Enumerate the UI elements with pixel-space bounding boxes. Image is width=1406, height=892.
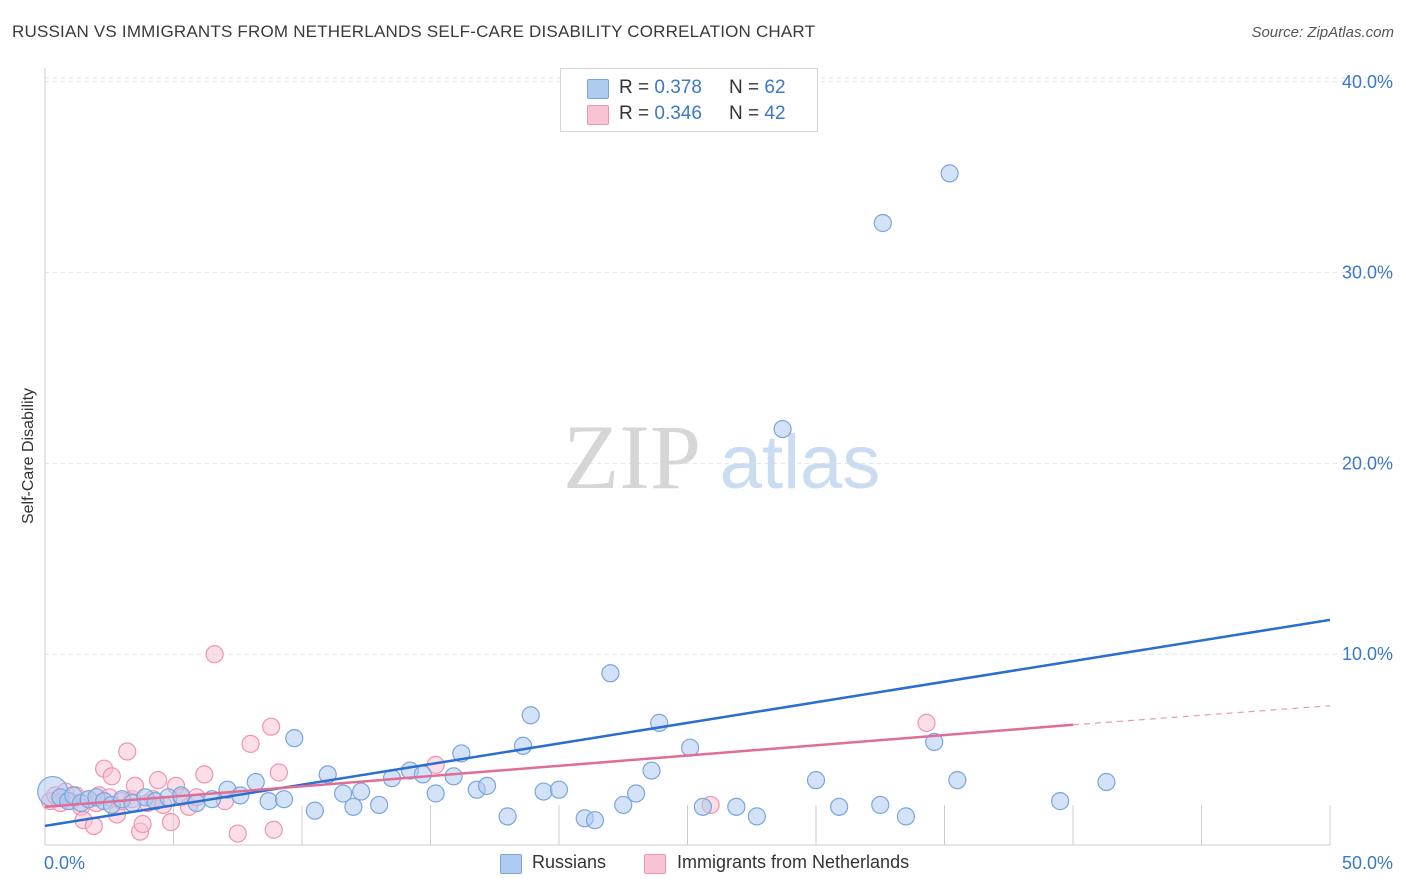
y-tick-label: 40.0% [1342,72,1393,92]
russians-point [334,784,353,803]
bottom-legend-netherlands: Immigrants from Netherlands [644,852,964,876]
russians-point [806,771,826,790]
netherlands-legend-label: Immigrants from Netherlands [677,852,910,872]
netherlands-swatch [587,105,609,125]
russians-legend-swatch [500,854,522,874]
russians-point [259,792,278,811]
watermark-zip: ZIP [563,406,701,508]
trend-lines [44,618,1331,828]
axes [44,68,1331,846]
russians-point [513,736,533,755]
legend-r-value-russians: 0.378 [654,77,702,98]
legend-r-label: R = [619,77,655,98]
y-tick-label: 10.0% [1342,644,1393,664]
russians-point [413,765,432,784]
russians-point [274,790,294,809]
netherlands-point [205,645,224,664]
russians-point [614,795,633,815]
russians-point [773,419,792,439]
tick-labels: 10.0% 20.0% 30.0% 40.0% 0.0% 50.0% [44,72,1393,873]
russians-point [1097,772,1116,792]
y-tick-label: 30.0% [1342,263,1393,283]
correlation-legend: R = 0.378 N = 62 R = 0.346 N = 42 [560,68,818,132]
russians-point [246,772,265,792]
netherlands-point [148,771,168,790]
legend-row-russians: R = 0.378 N = 62 [561,77,817,103]
russians-point [747,807,766,826]
bottom-legend-russians: Russians [500,852,640,876]
legend-n-value-netherlands: 42 [764,103,786,124]
legend-n-value-russians: 62 [764,77,786,98]
netherlands-point [241,734,260,753]
series-netherlands [41,645,936,843]
russians-point [601,664,620,683]
russians-point [873,213,892,233]
russians-point [285,729,304,748]
russians-point [352,782,371,801]
russians-point [498,807,517,826]
russians-point [940,164,959,183]
russians-point [477,776,497,795]
legend-r-label: R = [619,103,655,124]
netherlands-legend-swatch [644,854,666,874]
netherlands-point [228,824,247,843]
russians-point [1051,792,1070,811]
y-tick-label: 20.0% [1342,453,1393,473]
source-label: Source: ZipAtlas.com [1251,24,1394,41]
netherlands-point [269,763,288,782]
netherlands-point [195,765,214,784]
legend-n-label: N = [729,77,765,98]
russians-point [305,801,324,820]
netherlands-trend-line [44,723,1074,809]
russians-point [370,795,389,815]
netherlands-point [264,820,283,839]
x-tick-label-min: 0.0% [44,853,85,873]
netherlands-point [917,713,936,732]
russians-point [830,797,849,816]
russians-swatch [587,79,609,99]
watermark-atlas: atlas [720,420,881,505]
russians-point [585,811,605,830]
netherlands-point [262,717,281,736]
russians-point [948,771,967,790]
russians-point [549,780,569,799]
x-tick-label-max: 50.0% [1342,853,1393,873]
legend-n-label: N = [729,103,765,124]
russians-point [642,761,661,780]
russians-point [925,732,944,752]
russians-trend-line [44,618,1331,828]
russians-point [344,797,363,816]
legend-row-netherlands: R = 0.346 N = 42 [561,103,817,129]
grid-lines [45,77,1392,655]
netherlands-point [161,813,181,832]
chart-title: RUSSIAN VS IMMIGRANTS FROM NETHERLANDS S… [12,22,816,41]
netherlands-point [133,814,152,834]
russians-point [521,706,540,725]
russians-point [444,767,463,786]
watermark: ZIP atlas [563,406,880,508]
legend-r-value-netherlands: 0.346 [654,103,702,124]
netherlands-point [102,767,121,786]
russians-point [727,797,746,816]
russians-point [534,782,553,801]
russians-point [896,807,916,826]
netherlands-point [118,742,137,761]
russians-point [871,795,890,815]
russians-point [426,784,445,803]
russians-point [626,784,646,803]
netherlands-trend-extension [1072,705,1331,726]
russians-point [693,797,713,816]
russians-legend-label: Russians [532,852,607,872]
